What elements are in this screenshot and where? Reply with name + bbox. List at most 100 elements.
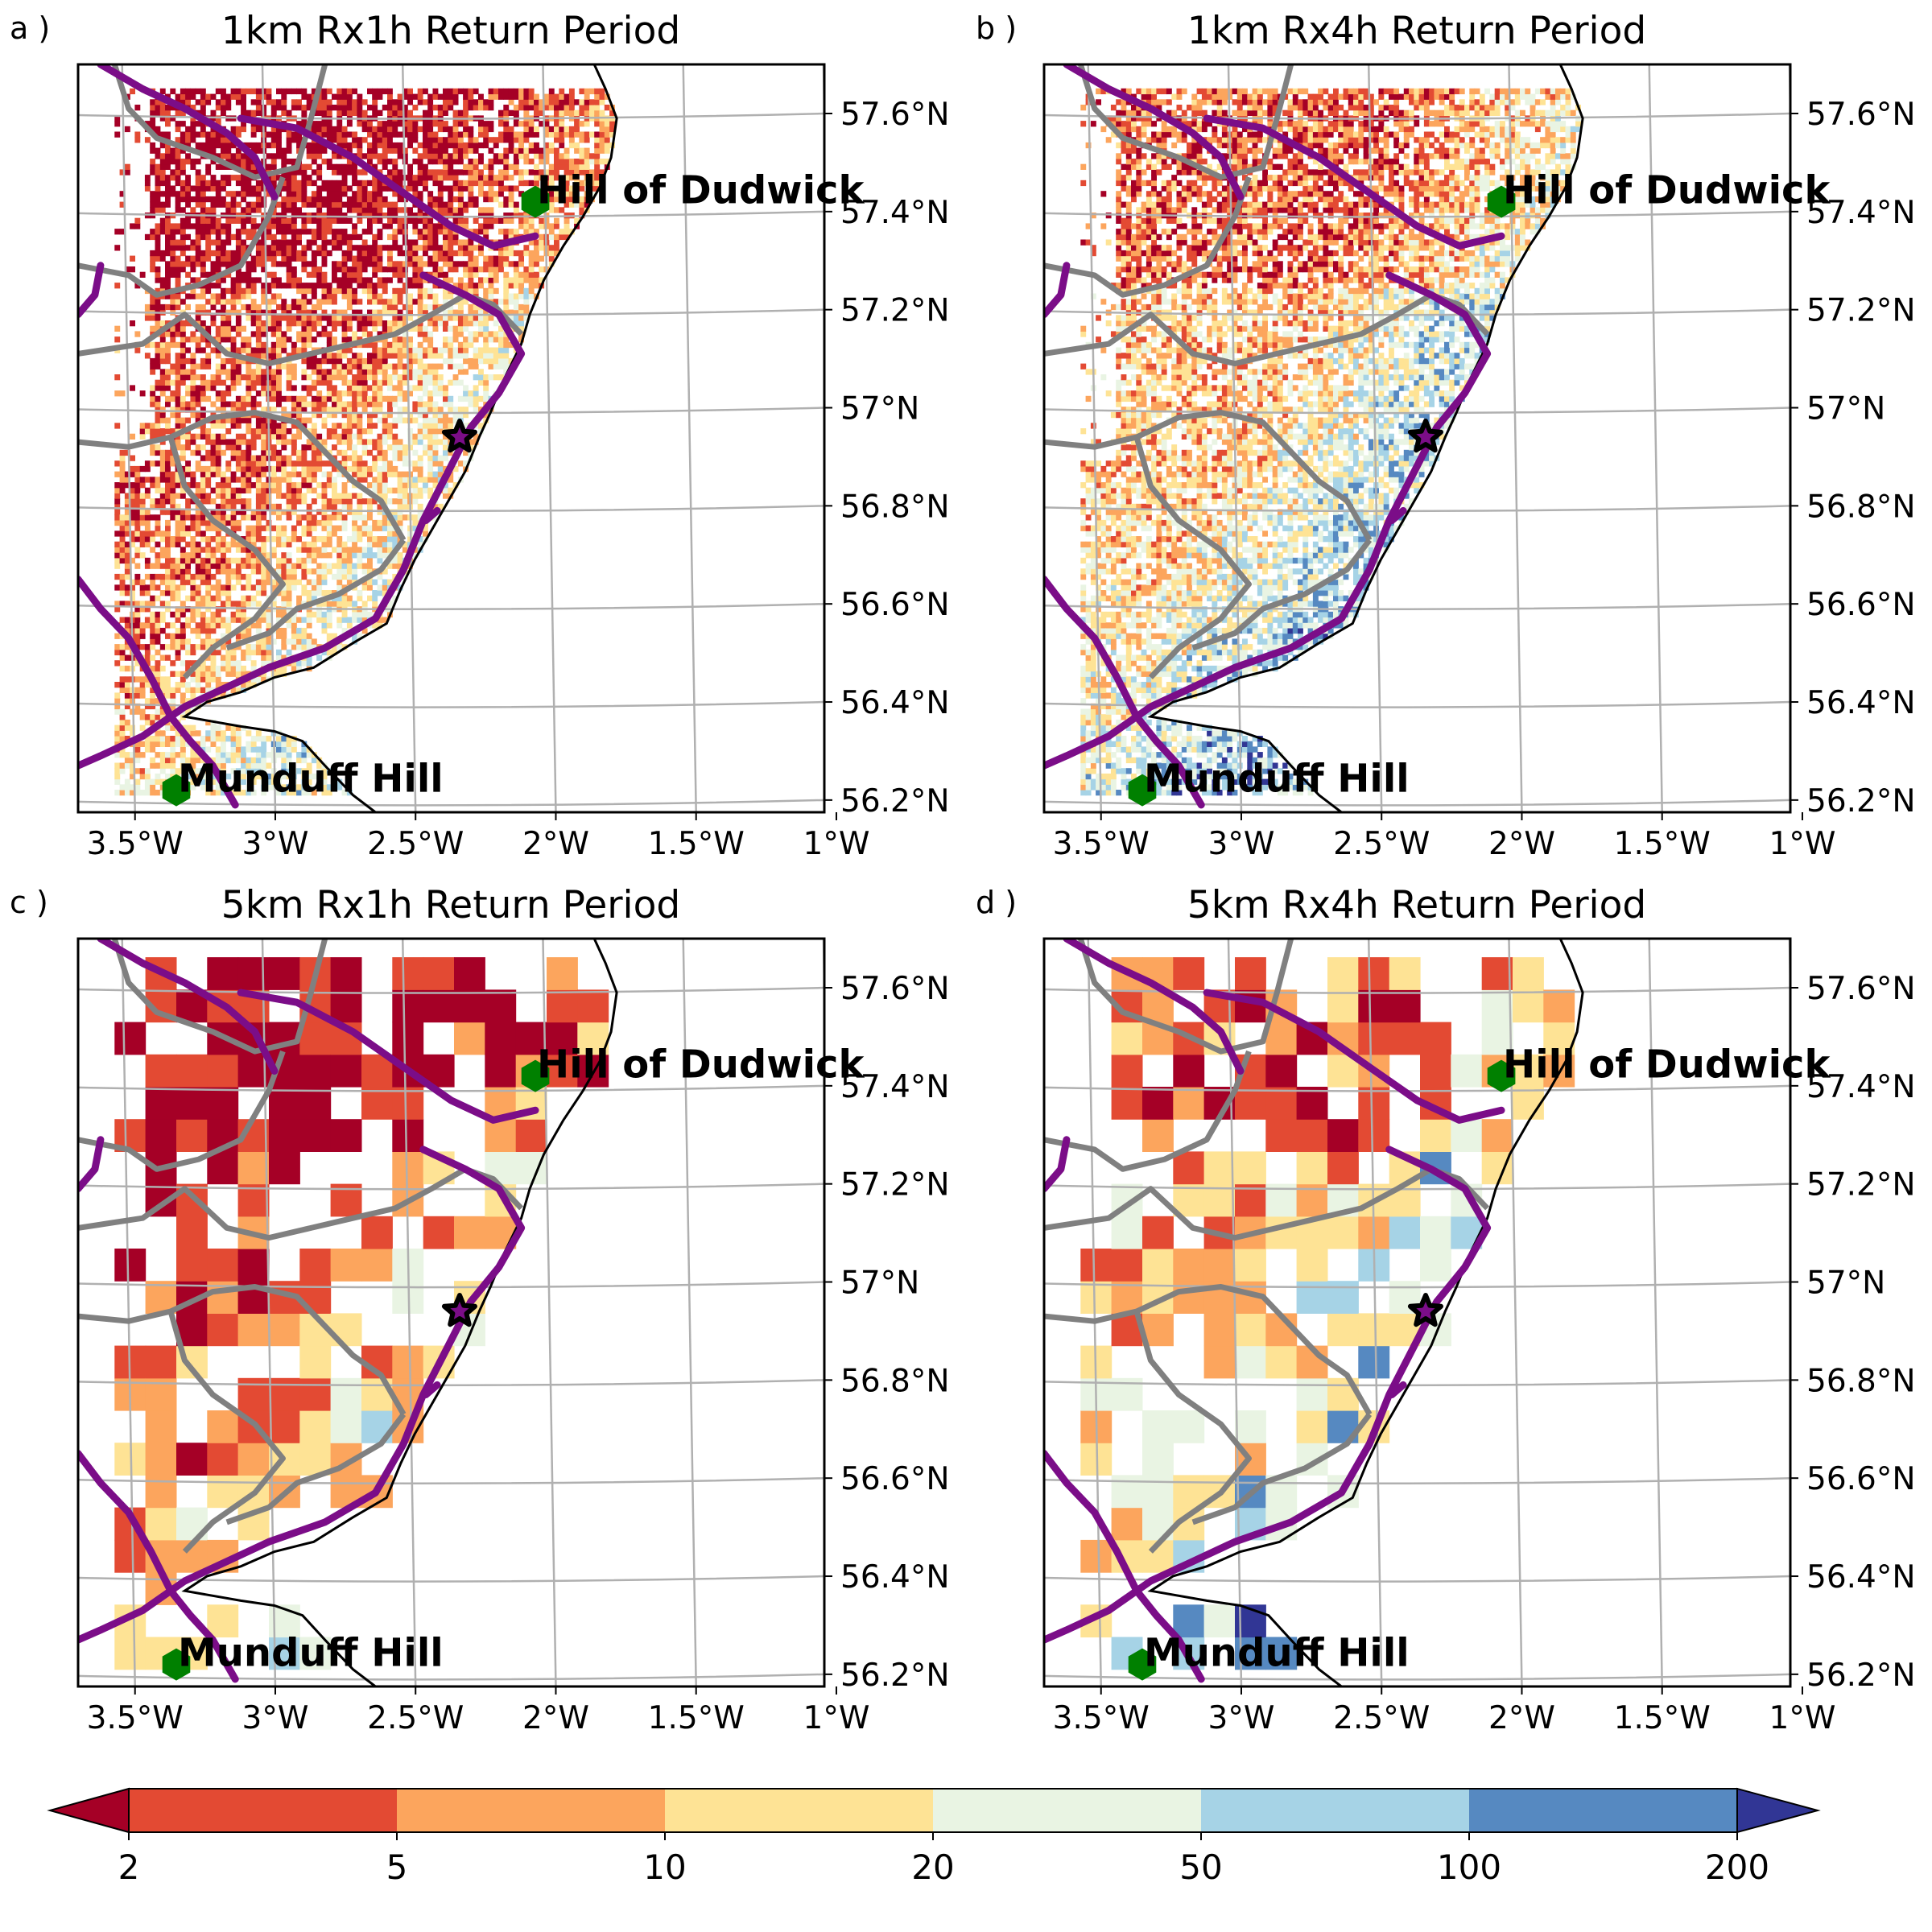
raster-cell (221, 503, 226, 510)
raster-cell (316, 169, 323, 175)
raster-cell (250, 283, 257, 289)
raster-cell (311, 180, 317, 187)
raster-cell (150, 714, 156, 720)
raster-cell (205, 471, 212, 477)
raster-cell (276, 649, 282, 656)
raster-cell (180, 768, 186, 774)
raster-cell (306, 519, 312, 526)
raster-cell (250, 541, 257, 547)
raster-cell (291, 790, 297, 796)
raster-cell (281, 752, 287, 758)
raster-cell (341, 239, 348, 246)
raster-cell (291, 169, 297, 175)
raster-cell (367, 482, 373, 489)
raster-cell (382, 163, 388, 170)
raster-cell (341, 401, 348, 407)
raster-cell (170, 261, 176, 267)
raster-cell (175, 126, 181, 133)
raster-cell (407, 137, 413, 143)
raster-cell (301, 369, 308, 375)
raster-cell (286, 471, 292, 477)
raster-cell (195, 180, 201, 187)
raster-cell (357, 180, 363, 187)
raster-cell (311, 423, 317, 429)
raster-cell (190, 245, 196, 251)
raster-cell (185, 433, 191, 440)
raster-cell (130, 584, 135, 591)
raster-cell (261, 579, 267, 585)
raster-cell (352, 293, 357, 299)
raster-cell (175, 153, 181, 159)
raster-cell (180, 611, 186, 618)
raster-cell (316, 299, 323, 305)
raster-cell (221, 407, 226, 413)
raster-cell (417, 460, 423, 467)
raster-cell (159, 417, 166, 423)
raster-cell (361, 320, 368, 327)
raster-cell (215, 449, 221, 456)
raster-cell (165, 724, 171, 731)
raster-cell (367, 449, 373, 456)
raster-cell (326, 622, 332, 629)
raster-cell (382, 395, 388, 402)
raster-cell (336, 622, 343, 629)
raster-cell (205, 633, 212, 639)
raster-cell (417, 433, 423, 440)
raster-cell (134, 519, 141, 526)
raster-cell (185, 303, 191, 311)
raster-cell (316, 407, 323, 413)
raster-cell (250, 142, 257, 149)
raster-cell (316, 303, 323, 311)
raster-cell (341, 99, 348, 105)
raster-cell (417, 191, 423, 197)
raster-cell (382, 374, 388, 381)
raster-cell (144, 601, 151, 607)
raster-cell (200, 768, 206, 774)
raster-cell (195, 293, 201, 299)
raster-cell (200, 773, 206, 780)
raster-cell (341, 217, 348, 224)
raster-cell (170, 363, 176, 369)
raster-cell (165, 682, 171, 688)
raster-cell (119, 724, 126, 731)
raster-cell (185, 503, 191, 510)
raster-cell (326, 601, 332, 607)
raster-cell (377, 131, 383, 138)
raster-cell (270, 283, 277, 289)
raster-cell (316, 773, 323, 780)
raster-cell (332, 315, 337, 321)
raster-cell (170, 541, 176, 547)
raster-cell (361, 357, 368, 365)
raster-cell (261, 649, 267, 656)
raster-cell (200, 201, 206, 208)
raster-cell (417, 299, 423, 305)
raster-cell (326, 105, 332, 111)
raster-cell (332, 487, 337, 493)
raster-cell (412, 185, 419, 192)
raster-cell (185, 407, 191, 413)
raster-cell (387, 137, 393, 143)
raster-cell (357, 207, 363, 213)
raster-cell (175, 374, 181, 381)
raster-cell (321, 374, 328, 381)
raster-cell (170, 341, 176, 349)
raster-cell (301, 250, 308, 257)
raster-cell (255, 390, 262, 397)
raster-cell (170, 687, 176, 693)
raster-cell (352, 552, 357, 559)
raster-cell (281, 299, 287, 305)
raster-cell (235, 131, 242, 138)
raster-cell (215, 233, 221, 241)
raster-cell (427, 374, 434, 381)
raster-cell (387, 147, 393, 154)
raster-cell (311, 293, 317, 299)
raster-cell (185, 223, 191, 229)
raster-cell (286, 514, 292, 521)
raster-cell (159, 573, 166, 580)
raster-cell (225, 191, 232, 197)
raster-cell (372, 147, 378, 154)
raster-cell (139, 541, 146, 547)
raster-cell (250, 401, 257, 407)
raster-cell (255, 379, 262, 386)
raster-cell (377, 401, 383, 407)
